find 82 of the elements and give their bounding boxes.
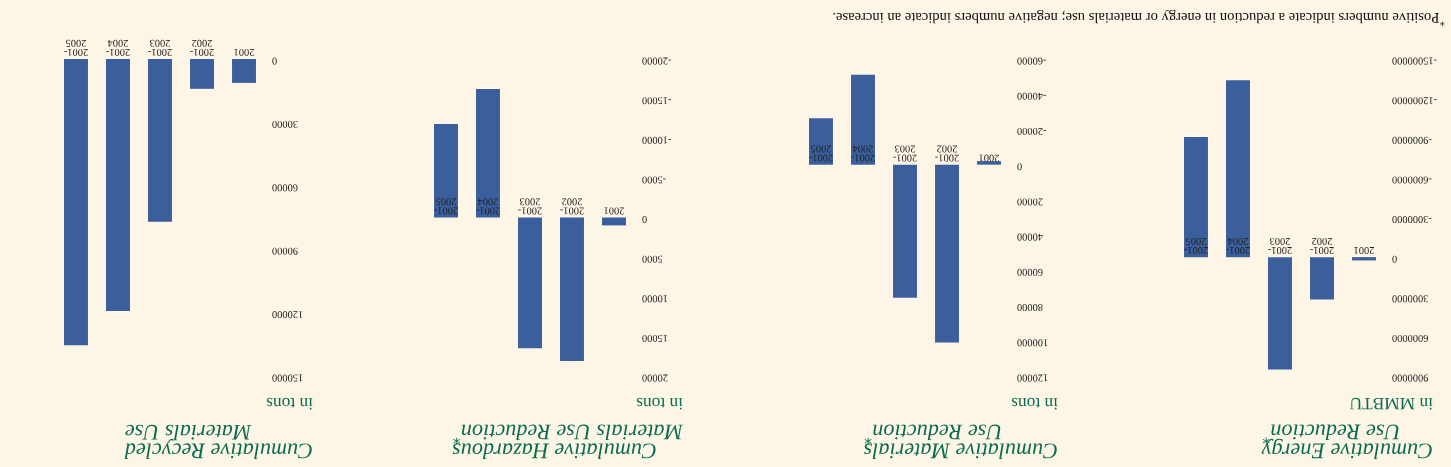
x-tick-label: 2001- 2005 [64,39,88,56]
y-tick-label: -20000 [1017,127,1047,135]
bar [1184,136,1208,258]
bar [977,161,1001,165]
x-tick-label: 2001- 2004 [106,39,130,56]
y-tick-label: 30000 [272,120,298,128]
x-tick-label: 2001- 2004 [1226,237,1250,255]
y-tick-label: -6000000 [1392,176,1432,184]
y-tick-label: -40000 [1017,92,1047,100]
bar [1226,80,1250,258]
y-tick-label: 15000 [642,334,668,342]
y-tick-label: 120000 [1017,374,1048,382]
text: Cumulative Hazardous Materials Use Reduction$^{*}$ [452,424,684,459]
x-tick-label: 2001- 2003 [1268,237,1292,255]
y-tick-label: -15000 [642,97,672,105]
y-tick-label: -12000000 [1392,97,1437,105]
bar [106,59,130,312]
y-tick-label: 150000 [272,374,303,382]
x-tick-label: 2001- 2005 [1184,237,1208,255]
text: $^{*}$Positive numbers indicate a reduction in energy or materials use; negative numbers indicate an increase. [833,9,1445,27]
bar [1310,257,1334,300]
bar [434,123,458,218]
y-tick-label: -20000 [642,57,672,65]
y-tick-label: 80000 [1017,304,1043,312]
y-tick-label: -60000 [1017,57,1047,65]
y-tick-label: 5000 [642,255,663,263]
y-tick-label: 60000 [1017,268,1043,276]
y-tick-label: 9000000 [1392,374,1429,382]
y-tick-label: 20000 [1017,198,1043,206]
y-tick-label: -10000 [642,136,672,144]
x-tick-label: 2001- 2002 [1310,237,1334,255]
y-tick-label: 100000 [1017,339,1048,347]
bar [190,59,214,89]
bar [64,59,88,346]
x-tick-label: 2001- 2005 [809,145,833,162]
y-tick-label: -15000000 [1392,57,1437,65]
x-tick-label: 2001- 2005 [434,198,458,215]
x-tick-label: 2001 [979,154,999,162]
bar [560,217,584,361]
x-tick-label: 2001- 2004 [476,198,500,215]
text: Cumulative Materials Use Reduction$^{*}$ [864,424,1057,459]
x-tick-label: 2001 [234,48,254,56]
bar [232,59,256,83]
y-tick-label: -5000 [642,176,666,184]
y-tick-label: 10000 [642,295,668,303]
text: in tons [636,397,683,410]
y-tick-label: 40000 [1017,233,1043,241]
x-tick-label: 2001- 2003 [148,39,172,56]
text: Cumulative Energy Use Reduction$^{*}$ [1261,424,1432,459]
y-tick-label: 6000000 [1392,334,1428,342]
x-tick-label: 2001 [1354,247,1374,255]
bar [851,74,875,165]
x-tick-label: 2001- 2004 [851,145,875,162]
x-tick-label: 2001- 2003 [518,198,542,215]
bar [518,217,542,349]
y-tick-label: 120000 [272,311,303,319]
y-tick-label: 0 [272,57,277,65]
y-tick-label: 90000 [272,247,298,255]
text: in tons [1011,397,1058,410]
y-tick-label: 0 [1392,255,1397,263]
x-tick-label: 2001 [604,207,624,215]
text: in tons [266,397,313,410]
x-tick-label: 2001- 2003 [893,145,917,162]
bar [1268,257,1292,370]
text: Cumulative Recycled Materials Use [124,424,312,459]
bar [476,89,500,218]
bar [893,164,917,298]
bar [809,118,833,165]
text: in MMBTU [1349,397,1433,410]
y-tick-label: 20000 [642,374,668,382]
y-tick-label: 60000 [272,184,298,192]
x-tick-label: 2001- 2002 [560,198,584,215]
bar [1352,257,1376,261]
y-tick-label: 3000000 [1392,295,1428,303]
bar [935,164,959,343]
y-tick-label: 0 [642,216,647,224]
bar [148,59,172,222]
x-tick-label: 2001- 2002 [935,145,959,162]
y-tick-label: -9000000 [1392,136,1432,144]
y-tick-label: -3000000 [1392,216,1432,224]
y-tick-label: 0 [1017,163,1022,171]
x-tick-label: 2001- 2002 [190,39,214,56]
